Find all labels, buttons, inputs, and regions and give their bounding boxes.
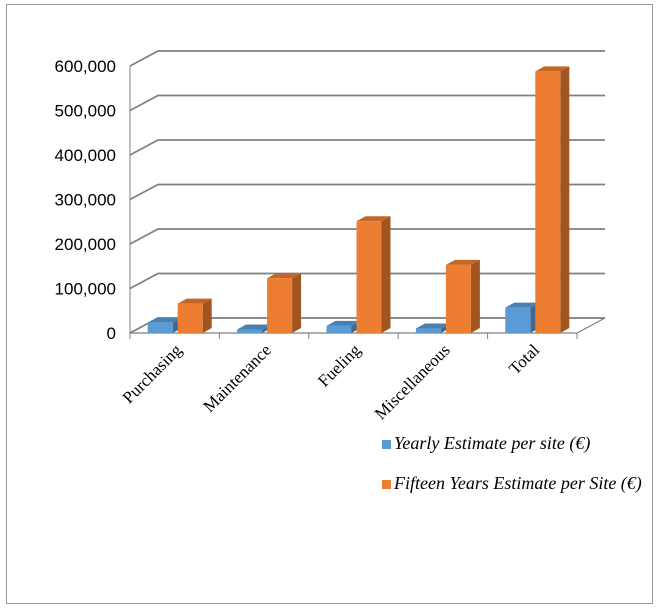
legend: Yearly Estimate per site (€) Fifteen Yea… <box>382 432 652 512</box>
legend-label-yearly: Yearly Estimate per site (€) <box>394 433 591 453</box>
bar-top <box>356 216 391 222</box>
gridline <box>129 94 605 112</box>
y-tick-label: 400,000 <box>55 146 116 165</box>
bar-top <box>415 323 450 329</box>
bar-top <box>177 298 212 304</box>
bar-top <box>445 259 480 265</box>
bar-side <box>292 273 302 333</box>
y-tick-label: 300,000 <box>55 191 116 210</box>
bar-chart: 0 100,000 200,000 300,000 400,000 500,000 600,… <box>55 50 606 423</box>
bar-top <box>267 273 302 279</box>
bar-top <box>535 66 570 72</box>
y-tick-label: 500,000 <box>55 102 116 121</box>
gridline <box>129 228 605 245</box>
bar <box>267 278 293 333</box>
bar-top <box>326 320 361 326</box>
bar-side <box>381 216 391 333</box>
x-tick-label: Fueling <box>314 340 365 391</box>
bar-side <box>202 298 212 333</box>
y-tick-label: 200,000 <box>55 235 116 254</box>
bar <box>535 71 561 333</box>
x-tick-label: Maintenance <box>199 340 275 416</box>
chart-frame: 0 100,000 200,000 300,000 400,000 500,000 600,… <box>6 4 653 604</box>
gridline <box>129 183 605 201</box>
bar-top <box>505 302 540 308</box>
bar <box>505 307 531 333</box>
bar <box>147 322 173 333</box>
gridline <box>129 50 605 67</box>
bar-top <box>237 324 272 330</box>
y-tick-label: 600,000 <box>55 57 116 76</box>
bar <box>177 303 203 333</box>
legend-swatch-yearly <box>382 440 391 449</box>
bar <box>415 328 441 333</box>
legend-item-fifteen-years: Fifteen Years Estimate per Site (€) <box>382 472 652 494</box>
legend-item-yearly: Yearly Estimate per site (€) <box>382 432 652 454</box>
bar-top <box>147 317 182 323</box>
legend-swatch-fifteen-years <box>382 480 391 489</box>
bar <box>237 329 263 333</box>
x-tick-label: Purchasing <box>119 340 186 407</box>
bar-side <box>560 66 570 333</box>
y-tick-label: 100,000 <box>55 280 116 299</box>
bar <box>445 264 471 333</box>
x-tick-label: Miscellaneous <box>371 340 454 423</box>
bar <box>356 221 382 333</box>
y-tick-label: 0 <box>107 324 116 343</box>
bar <box>326 325 352 333</box>
legend-label-fifteen-years: Fifteen Years Estimate per Site (€) <box>394 473 642 493</box>
x-tick-label: Total <box>505 340 543 378</box>
bar-side <box>470 259 480 333</box>
gridline <box>129 139 605 156</box>
